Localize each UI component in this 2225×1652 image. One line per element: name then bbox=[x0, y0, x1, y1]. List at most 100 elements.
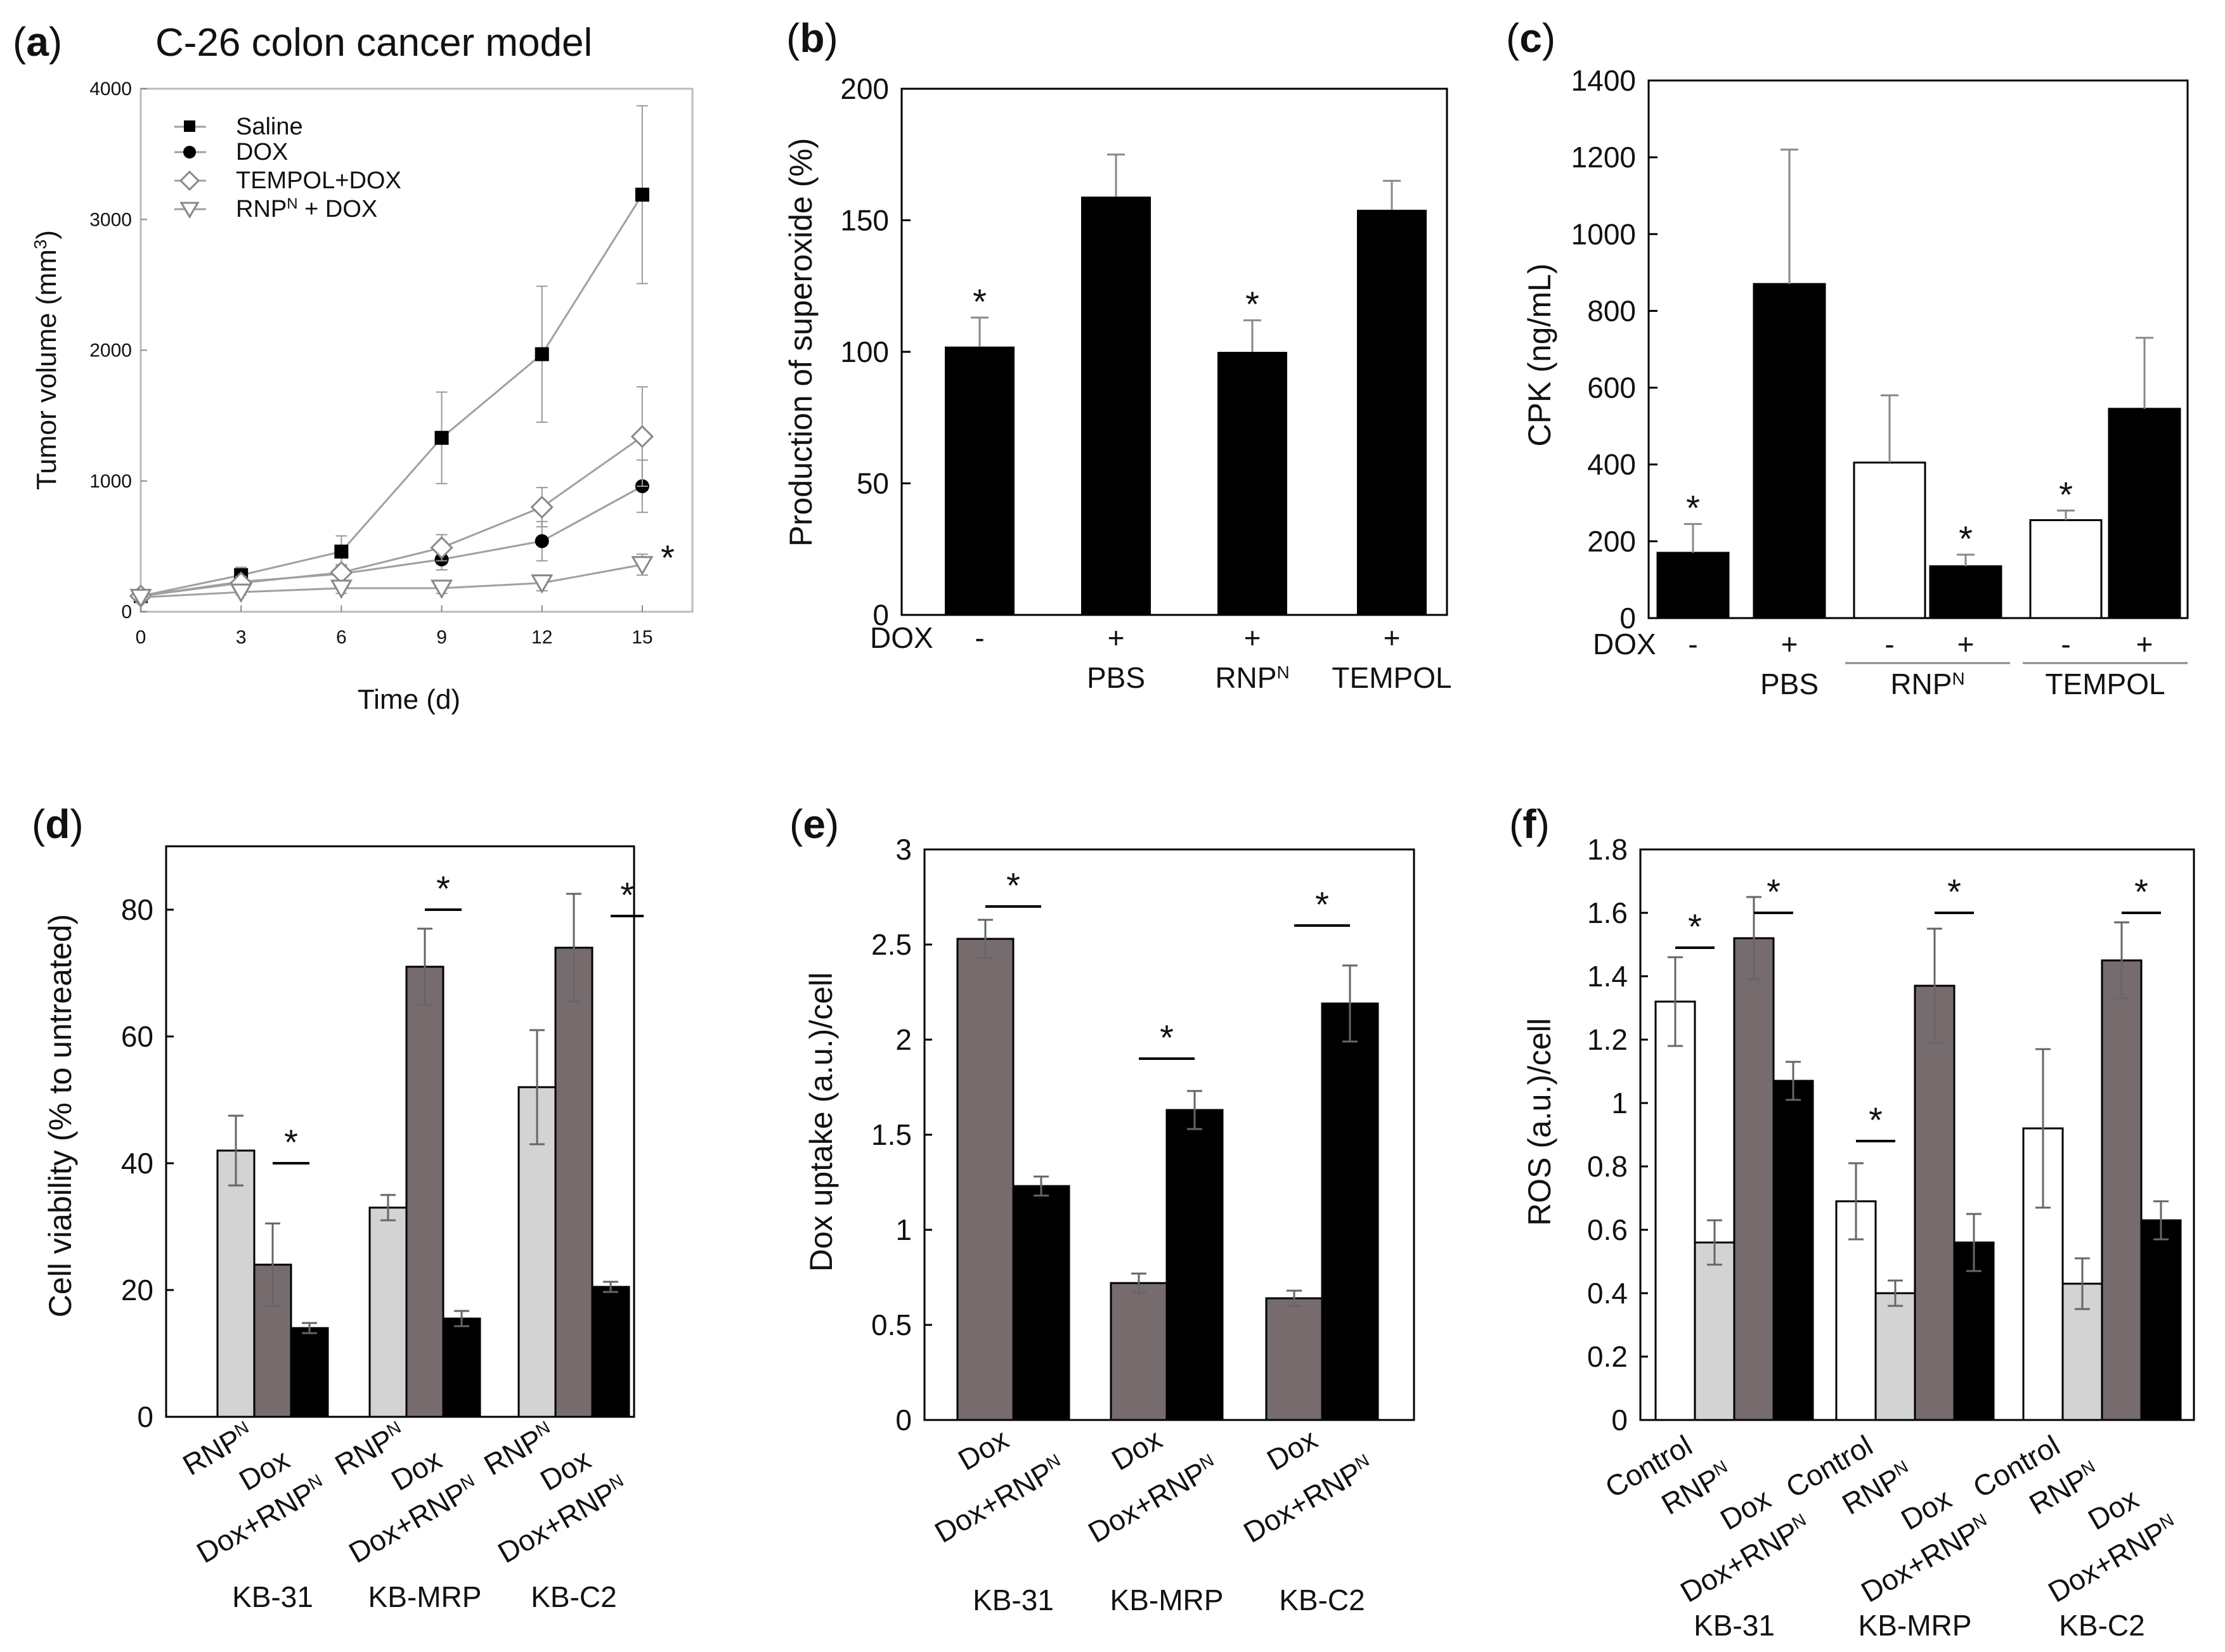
chart-b-treatment-label: RNPN bbox=[1215, 661, 1289, 694]
chart-e-bar bbox=[956, 938, 1015, 1421]
chart-b-bar bbox=[1357, 209, 1427, 615]
chart-e-bar bbox=[1012, 1185, 1070, 1421]
chart-e-significance-star: * bbox=[1315, 884, 1329, 924]
chart-a-xtick-label: 0 bbox=[136, 627, 146, 648]
panel-label-d: (d) bbox=[32, 801, 84, 847]
chart-c-bar bbox=[1853, 461, 1926, 619]
chart-c-ytick-label: 1000 bbox=[1571, 217, 1636, 250]
chart-e-category-label: Dox bbox=[952, 1423, 1014, 1477]
chart-d-bar bbox=[216, 1149, 256, 1418]
chart-e-bar bbox=[1110, 1282, 1168, 1421]
chart-a-series-line bbox=[140, 436, 643, 597]
chart-a-point bbox=[330, 579, 353, 599]
chart-c-ytick-label: 800 bbox=[1587, 294, 1636, 327]
chart-a-xtick-label: 3 bbox=[236, 627, 247, 648]
chart-c-dox-sign: - bbox=[2061, 628, 2070, 661]
chart-e-ylabel: Dox uptake (a.u.)/cell bbox=[803, 972, 839, 1272]
legend-marker-saline bbox=[184, 120, 195, 132]
chart-d-group-label: KB-C2 bbox=[531, 1580, 616, 1613]
chart-d-ytick-label: 20 bbox=[121, 1274, 153, 1307]
chart-b-dox-sign: - bbox=[975, 621, 984, 654]
chart-c-ytick-label: 600 bbox=[1587, 371, 1636, 404]
chart-a-xtick-label: 6 bbox=[336, 627, 347, 648]
chart-e-ytick-label: 3 bbox=[895, 833, 912, 866]
chart-b-ytick-label: 100 bbox=[840, 335, 889, 368]
chart-e-bar bbox=[1321, 1002, 1379, 1421]
chart-d-bar bbox=[442, 1317, 481, 1418]
chart-e-category-label: Dox+RNPN bbox=[1238, 1449, 1378, 1549]
chart-c-bar bbox=[2029, 519, 2103, 619]
chart-a-significance: * bbox=[661, 538, 675, 578]
chart-d-group-label: KB-MRP bbox=[368, 1580, 482, 1613]
chart-e-group-label: KB-31 bbox=[973, 1584, 1054, 1617]
chart-a-title: C-26 colon cancer model bbox=[155, 21, 592, 65]
chart-f-ytick-label: 0.2 bbox=[1587, 1340, 1628, 1373]
chart-c-ytick-label: 1400 bbox=[1571, 64, 1636, 97]
chart-a-xtick-label: 12 bbox=[531, 627, 552, 648]
chart-a-ytick-label: 1000 bbox=[89, 471, 132, 492]
chart-f-significance-star: * bbox=[2134, 872, 2148, 912]
chart-f-significance-star: * bbox=[1869, 1100, 1883, 1140]
chart-f-bar bbox=[1914, 984, 1956, 1421]
chart-e-ytick-label: 0.5 bbox=[871, 1308, 912, 1341]
chart-f-bar bbox=[1694, 1241, 1735, 1421]
chart-d-ytick-label: 80 bbox=[121, 893, 153, 926]
chart-a-frame bbox=[139, 87, 694, 613]
panel-label-e: (e) bbox=[789, 801, 839, 847]
chart-d-bar bbox=[290, 1327, 329, 1418]
chart-c-ytick-label: 1200 bbox=[1571, 141, 1636, 174]
chart-d-ytick-label: 0 bbox=[137, 1400, 153, 1433]
chart-c-significance: * bbox=[1686, 488, 1700, 528]
chart-c-ylabel: CPK (ng/mL) bbox=[1522, 264, 1557, 447]
legend-label-saline: Saline bbox=[236, 113, 303, 140]
chart-b-bar bbox=[945, 346, 1015, 615]
chart-d-bar bbox=[554, 946, 594, 1418]
chart-b-ytick-label: 150 bbox=[840, 204, 889, 237]
chart-e-category-label: Dox bbox=[1106, 1423, 1167, 1477]
chart-f-ytick-label: 1 bbox=[1611, 1087, 1628, 1120]
chart-a-point bbox=[535, 534, 549, 548]
chart-a-point bbox=[334, 545, 349, 559]
chart-f-ytick-label: 1.2 bbox=[1587, 1023, 1628, 1056]
chart-a-point bbox=[531, 574, 554, 594]
chart-f-ytick-label: 1.8 bbox=[1587, 833, 1628, 866]
chart-b-dox-sign: + bbox=[1108, 621, 1125, 654]
chart-c-dox-sign: - bbox=[1884, 628, 1894, 661]
chart-f-bar bbox=[1772, 1080, 1814, 1421]
chart-c-dox-sign: + bbox=[2136, 628, 2153, 661]
chart-b-plot: 0 50 100 150 200 * - + PBS * + RNPN + TEMPOL bbox=[840, 72, 1451, 694]
chart-b-dox-sign: + bbox=[1244, 621, 1261, 654]
panel-label-c: (c) bbox=[1506, 15, 1555, 61]
chart-d-bar bbox=[405, 965, 444, 1418]
chart-e-group-label: KB-MRP bbox=[1110, 1584, 1224, 1617]
chart-c-plot: 0 200 400 600 800 1000 1200 1400 * - + - * + * - + PBS RNP… bbox=[1571, 64, 2189, 700]
chart-a-point bbox=[129, 588, 152, 609]
chart-f-ytick-label: 1.4 bbox=[1587, 960, 1628, 993]
chart-c-dox-label: DOX bbox=[1593, 628, 1656, 661]
chart-a-point bbox=[631, 556, 654, 576]
chart-c-significance: * bbox=[2059, 474, 2073, 514]
legend-marker-dox bbox=[183, 146, 196, 158]
chart-b-dox-sign: + bbox=[1384, 621, 1401, 654]
chart-d-significance-star: * bbox=[436, 868, 450, 908]
chart-c-ytick-label: 200 bbox=[1587, 525, 1636, 558]
chart-f-ytick-label: 0.6 bbox=[1587, 1213, 1628, 1246]
chart-c-dox-sign: + bbox=[1781, 628, 1798, 661]
chart-c-group-label: PBS bbox=[1760, 668, 1819, 700]
chart-b-ylabel: Production of superoxide (%) bbox=[783, 138, 819, 547]
chart-a-point bbox=[430, 536, 453, 560]
chart-a-point bbox=[535, 347, 549, 361]
legend-marker-rnp bbox=[179, 202, 200, 219]
chart-a-point bbox=[430, 579, 453, 599]
chart-e-category-label: Dox+RNPN bbox=[929, 1449, 1070, 1549]
chart-e-ytick-label: 2 bbox=[895, 1023, 912, 1056]
chart-e-category-label: Dox+RNPN bbox=[1082, 1449, 1223, 1549]
chart-a-ytick-label: 3000 bbox=[89, 209, 132, 230]
chart-b-treatment-label: PBS bbox=[1087, 661, 1145, 694]
chart-e-ytick-label: 0 bbox=[895, 1404, 912, 1436]
chart-d-bar bbox=[368, 1206, 408, 1418]
chart-c-ytick-label: 0 bbox=[1619, 602, 1636, 635]
